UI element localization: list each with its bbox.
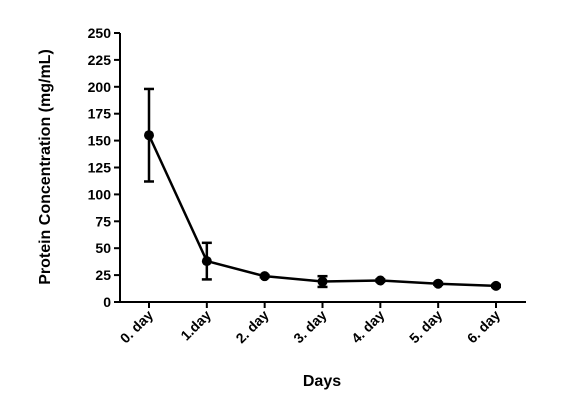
- x-tick-label: 4. day: [348, 307, 388, 347]
- x-tick-label: 2. day: [232, 307, 272, 347]
- data-point: [375, 275, 386, 286]
- series-layer: [144, 87, 501, 291]
- data-point: [144, 130, 154, 141]
- y-axis-label: Protein Concentration (mg/mL): [37, 49, 54, 285]
- x-tick-label: 1.day: [177, 307, 214, 344]
- y-tick-label: 150: [88, 133, 112, 149]
- y-tick-label: 75: [95, 213, 111, 229]
- x-tick-label: 5. day: [406, 307, 446, 347]
- data-point: [491, 280, 501, 291]
- y-tick-label: 50: [95, 240, 111, 256]
- data-point: [317, 276, 328, 287]
- y-axis: 0 25 50 75 100 125 150 175 200 225 250: [88, 25, 121, 310]
- y-tick-label: 225: [88, 52, 112, 68]
- y-tick-label: 0: [103, 294, 111, 310]
- data-point: [259, 271, 270, 282]
- y-tick-label: 125: [88, 160, 112, 176]
- y-tick-label: 100: [88, 186, 112, 202]
- series-line: [147, 134, 497, 288]
- data-point: [433, 278, 444, 289]
- y-tick-label: 200: [88, 79, 112, 95]
- x-tick-label: 6. day: [464, 307, 504, 347]
- y-tick-label: 250: [88, 25, 112, 41]
- data-point: [201, 256, 212, 267]
- x-tick-label: 3. day: [290, 307, 330, 347]
- x-axis: 0. day 1.day 2. day 3. day 4. day 5. day 6. da…: [117, 301, 526, 347]
- x-axis-label: Days: [303, 373, 341, 390]
- y-tick-label: 25: [95, 267, 111, 283]
- y-tick-label: 175: [88, 106, 112, 122]
- x-tick-label: 0. day: [117, 307, 157, 347]
